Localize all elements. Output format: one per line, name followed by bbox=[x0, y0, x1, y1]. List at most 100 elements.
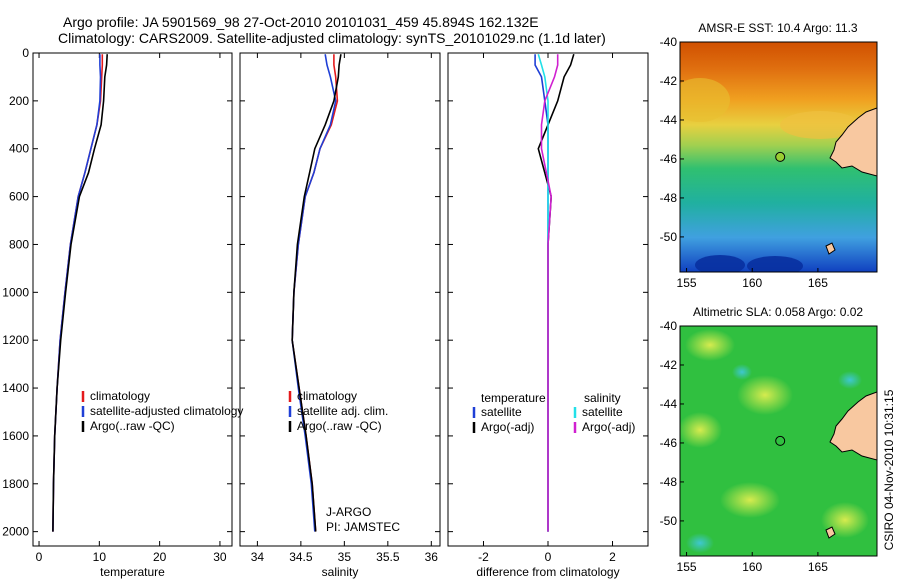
salinity-xtick-label: 35 bbox=[338, 550, 352, 564]
difference-series-temperature-argo-adj- bbox=[537, 53, 575, 532]
sla_map-xtick-label: 165 bbox=[808, 560, 828, 574]
temperature-series-climatology bbox=[52, 54, 104, 532]
salinity-legend-label: climatology bbox=[297, 389, 357, 403]
sla-high-patch bbox=[680, 412, 722, 448]
sst-warm-patch bbox=[680, 78, 730, 122]
salinity-annotation: PI: JAMSTEC bbox=[326, 520, 400, 534]
sst_map-ytick-label: -48 bbox=[660, 191, 678, 205]
salinity-xtick-label: 36 bbox=[425, 550, 439, 564]
sst-cold-patch bbox=[747, 256, 803, 272]
sla_map-ytick-label: -50 bbox=[660, 514, 678, 528]
diff-legend-temperature-label: satellite bbox=[481, 405, 522, 419]
depth-tick-label: 200 bbox=[9, 94, 29, 108]
sla-float-marker bbox=[775, 435, 786, 446]
diff-legend-salinity-title: salinity bbox=[584, 391, 621, 405]
sla_map-xtick-label: 160 bbox=[742, 560, 762, 574]
sst-map-axes: 155 160 165 -40 -42 -44 -46 -48 -50 bbox=[660, 35, 829, 290]
depth-tick-label: 800 bbox=[9, 237, 29, 251]
sla-low-patch bbox=[686, 533, 714, 553]
temperature-legend-label: climatology bbox=[90, 389, 150, 403]
sla_map-ytick-label: -48 bbox=[660, 475, 678, 489]
sla-land-new-zealand bbox=[829, 391, 877, 461]
depth-tick-label: 600 bbox=[9, 190, 29, 204]
sla-land-island bbox=[825, 526, 836, 539]
sst-map-title: AMSR-E SST: 10.4 Argo: 11.3 bbox=[698, 21, 858, 35]
sst-land-island bbox=[825, 242, 836, 255]
header-line-2: Climatology: CARS2009. Satellite-adjuste… bbox=[58, 30, 606, 46]
sst_map-ytick-label: -44 bbox=[660, 113, 678, 127]
salinity-xtick-label: 34 bbox=[251, 550, 265, 564]
diff-legend-salinity-label: satellite bbox=[582, 405, 623, 419]
sst_map-xtick-label: 165 bbox=[808, 276, 828, 290]
sst-map-frame bbox=[679, 41, 878, 273]
depth-tick-label: 1600 bbox=[2, 429, 29, 443]
temperature-series-argo-raw-qc- bbox=[52, 54, 108, 532]
sla_map-ytick-label: -40 bbox=[660, 319, 678, 333]
depth-tick-label: 0 bbox=[22, 46, 29, 60]
depth-tick-label: 1000 bbox=[2, 285, 29, 299]
temperature-frame bbox=[32, 52, 233, 547]
depth-tick-label: 1800 bbox=[2, 477, 29, 491]
sla-low-patch bbox=[838, 371, 862, 389]
difference-xtick-label: 2 bbox=[609, 550, 616, 564]
temperature-legend-label: Argo(..raw -QC) bbox=[90, 419, 175, 433]
depth-tick-label: 2000 bbox=[2, 525, 29, 539]
credit-text: CSIRO 04-Nov-2010 10:31:15 bbox=[882, 389, 896, 550]
sst-float-marker bbox=[775, 151, 786, 162]
sla_map-ytick-label: -44 bbox=[660, 397, 678, 411]
sla-map-frame bbox=[679, 325, 878, 557]
difference-xlabel: difference from climatology bbox=[476, 565, 619, 579]
sst-warm-patch bbox=[780, 111, 860, 139]
salinity-xtick-label: 34.5 bbox=[289, 550, 313, 564]
difference-xtick-label: 0 bbox=[545, 550, 552, 564]
sla-high-patch bbox=[737, 375, 793, 415]
sst_map-ytick-label: -40 bbox=[660, 35, 678, 49]
sla_map-xtick-label: 155 bbox=[677, 560, 697, 574]
difference-xtick-label: -2 bbox=[478, 550, 489, 564]
sla-map-title: Altimetric SLA: 0.058 Argo: 0.02 bbox=[693, 305, 863, 319]
depth-tick-label: 1400 bbox=[2, 381, 29, 395]
difference-series-salinity-argo-adj- bbox=[540, 54, 559, 532]
temperature-xtick-label: 10 bbox=[93, 550, 107, 564]
sst_map-xtick-label: 155 bbox=[677, 276, 697, 290]
salinity-xlabel: salinity bbox=[322, 565, 359, 579]
depth-tick-label: 400 bbox=[9, 142, 29, 156]
temperature-xtick-label: 20 bbox=[153, 550, 167, 564]
sla-map bbox=[680, 326, 877, 556]
temperature-series-satellite-adjusted-climatology bbox=[52, 54, 102, 532]
sla_map-ytick-label: -42 bbox=[660, 358, 678, 372]
salinity-series-argo-raw-qc- bbox=[291, 54, 342, 532]
depth-tick-label: 1200 bbox=[2, 333, 29, 347]
sla-high-patch bbox=[685, 329, 735, 361]
salinity-legend-label: satellite adj. clim. bbox=[297, 404, 388, 418]
temperature-xlabel: temperature bbox=[100, 565, 165, 579]
panel-temperature: 0 10 20 30 temperature 0 200 400 600 800 1000 1200 1… bbox=[2, 46, 243, 579]
diff-legend-temperature-title: temperature bbox=[481, 391, 546, 405]
header-line-1: Argo profile: JA 5901569_98 27-Oct-2010 … bbox=[63, 14, 539, 30]
salinity-legend-label: Argo(..raw -QC) bbox=[297, 419, 382, 433]
sla-map-axes: 155 160 165 -40 -42 -44 -46 -48 -50 bbox=[660, 319, 829, 574]
sst-map bbox=[680, 42, 877, 272]
sst_map-ytick-label: -50 bbox=[660, 230, 678, 244]
sla-high-patch bbox=[720, 482, 780, 518]
sst_map-ytick-label: -42 bbox=[660, 74, 678, 88]
sst-cold-patch bbox=[695, 255, 745, 272]
salinity-series-satellite-adj-clim- bbox=[291, 54, 337, 532]
temperature-xtick-label: 0 bbox=[36, 550, 43, 564]
sst-land-new-zealand bbox=[829, 107, 877, 177]
panel-salinity: 34 34.5 35 35.5 36 salinity climatologysatelli… bbox=[239, 52, 441, 579]
diff-legend-salinity-label: Argo(-adj) bbox=[582, 420, 635, 434]
sst_map-ytick-label: -46 bbox=[660, 152, 678, 166]
temperature-legend-label: satellite-adjusted climatology bbox=[90, 404, 243, 418]
salinity-frame bbox=[239, 52, 441, 547]
sst_map-xtick-label: 160 bbox=[742, 276, 762, 290]
temperature-xtick-label: 30 bbox=[213, 550, 227, 564]
salinity-xtick-label: 35.5 bbox=[376, 550, 400, 564]
salinity-annotation: J-ARGO bbox=[326, 505, 371, 519]
diff-legend-temperature-label: Argo(-adj) bbox=[481, 420, 534, 434]
difference-series-salinity-satellite bbox=[537, 53, 549, 532]
sla-low-patch bbox=[732, 364, 752, 380]
profile-panels: 0 10 20 30temperature0200400600800100012001… bbox=[2, 46, 649, 579]
